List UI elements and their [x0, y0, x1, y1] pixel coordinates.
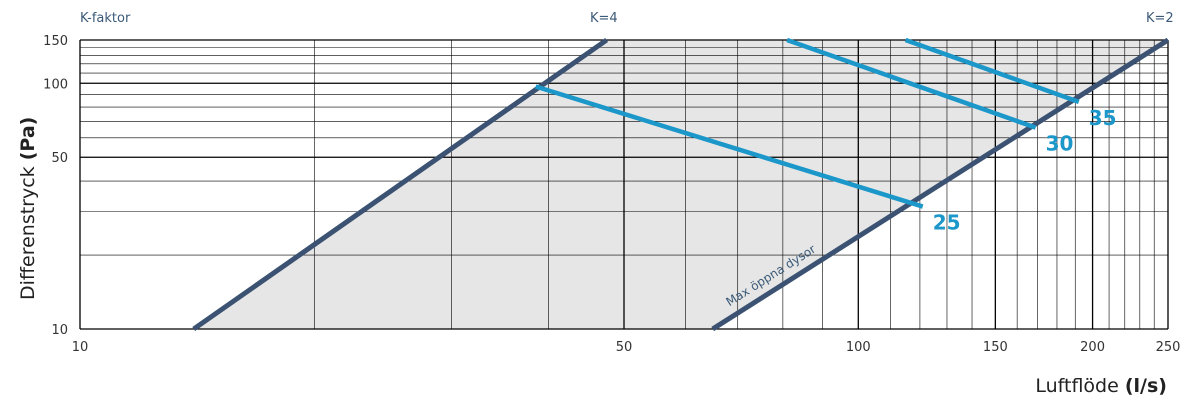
series-label-30: 30 [1046, 132, 1074, 156]
shaded-region [193, 40, 1168, 329]
y-axis-title: Differenstryck (Pa) [17, 117, 39, 300]
x-tick-label: 200 [1080, 340, 1105, 355]
y-axis-label: Differenstryck [17, 166, 39, 300]
tick-labels: 10 50 100 150 200 250 10 50 100 150 [43, 34, 1180, 355]
series-line-25 [534, 84, 924, 209]
y-tick-label: 10 [51, 323, 68, 338]
boundary-line-2 [711, 37, 1170, 332]
series-line-30 [786, 37, 1037, 130]
y-tick-label: 100 [43, 77, 68, 92]
x-tick-label: 50 [616, 340, 633, 355]
x-axis-title: Luftflöde (l/s) [1035, 375, 1167, 397]
y-axis-unit: (Pa) [17, 117, 39, 161]
series-label-25: 25 [933, 211, 961, 235]
x-tick-label: 150 [983, 340, 1008, 355]
y-tick-label: 150 [43, 34, 68, 49]
x-tick-label: 250 [1156, 340, 1181, 355]
x-axis-label: Luftflöde [1035, 375, 1118, 397]
k-factor-label: K-faktor [80, 11, 131, 26]
shaded-area [193, 40, 1168, 329]
series-lines: 25 30 35 [534, 37, 1117, 235]
x-tick-label: 10 [72, 340, 89, 355]
y-tick-label: 50 [51, 151, 68, 166]
x-tick-label: 100 [846, 340, 871, 355]
k2-label: K=2 [1146, 11, 1174, 26]
series-line-35 [904, 37, 1080, 104]
k4-label: K=4 [590, 11, 618, 26]
series-label-35: 35 [1089, 106, 1117, 130]
x-axis-unit: (l/s) [1125, 375, 1167, 397]
grid [79, 39, 1169, 330]
